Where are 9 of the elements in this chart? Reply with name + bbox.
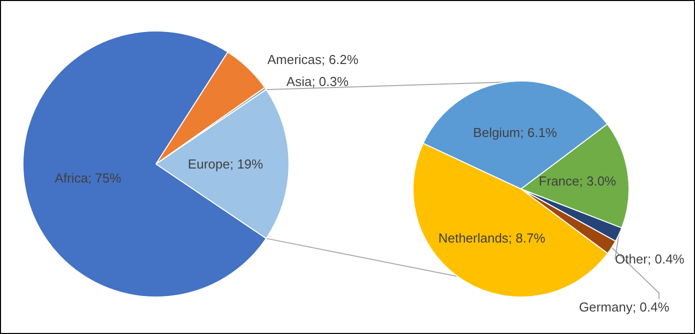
slice-label: Europe; 19% xyxy=(188,156,264,172)
slice-label: France; 3.0% xyxy=(538,174,617,189)
slice-label: Belgium; 6.1% xyxy=(473,124,558,140)
slice-label: Americas; 6.2% xyxy=(267,52,359,67)
slice-label: Africa; 75% xyxy=(54,170,122,186)
slice-label: Asia; 0.3% xyxy=(286,74,349,90)
slice-label: Other; 0.4% xyxy=(615,252,685,266)
slice-label: Germany; 0.4% xyxy=(579,300,670,314)
slice-label: Netherlands; 8.7% xyxy=(438,230,546,246)
